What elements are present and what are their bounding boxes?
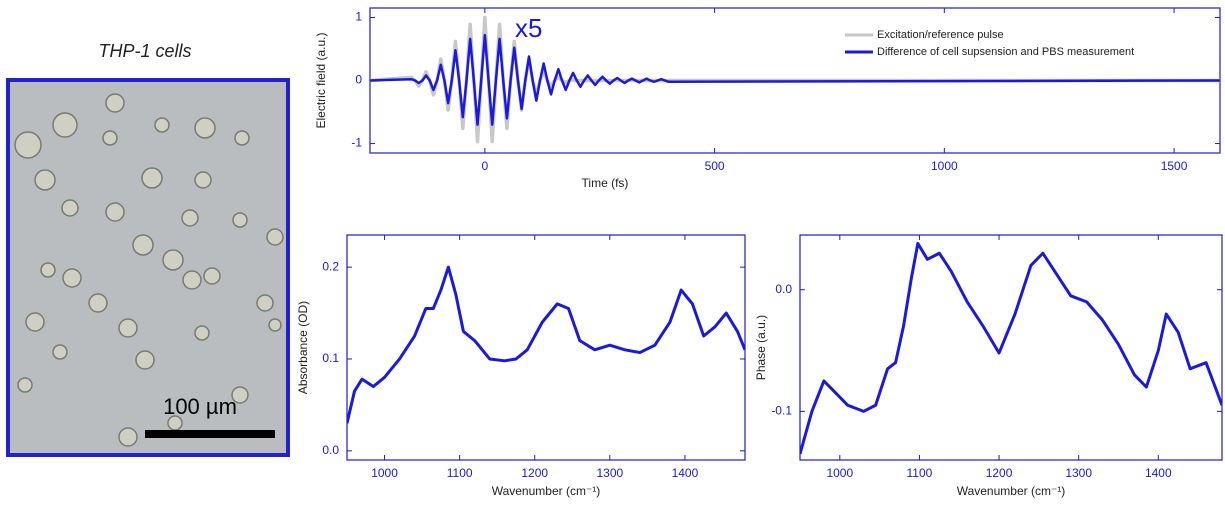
x-tick-label: 1100 xyxy=(907,466,933,480)
y-tick-label: -1 xyxy=(351,136,362,150)
legend-label: Excitation/reference pulse xyxy=(877,29,1004,41)
series-line xyxy=(347,265,745,424)
x-axis-label: Wavenumber (cm⁻¹) xyxy=(492,484,601,498)
x-tick-label: 1100 xyxy=(447,466,473,480)
x-tick-label: 1500 xyxy=(1161,159,1188,173)
x-tick-label: 1200 xyxy=(986,466,1013,480)
x-tick-label: 1300 xyxy=(596,466,623,480)
y-tick-label: 0.1 xyxy=(322,351,339,365)
y-axis-label: Electric field (a.u.) xyxy=(314,32,328,128)
scale-bar-label: 100 µm xyxy=(163,394,237,419)
x-tick-label: 1000 xyxy=(371,466,398,480)
x-tick-label: 1200 xyxy=(521,466,548,480)
y-axis-label: Phase (a.u.) xyxy=(754,315,768,380)
y-tick-label: 0.0 xyxy=(322,443,339,457)
x-axis-label: Wavenumber (cm⁻¹) xyxy=(957,484,1066,498)
plot-frame xyxy=(799,234,1223,461)
y-tick-label: 0 xyxy=(355,73,362,87)
y-tick-label: 0.0 xyxy=(775,282,792,296)
microscope-image xyxy=(6,78,290,457)
x-tick-label: 1000 xyxy=(931,159,958,173)
y-tick-label: 1 xyxy=(355,10,362,24)
series-line xyxy=(370,33,1220,126)
x-tick-label: 1400 xyxy=(672,466,699,480)
y-axis-label: Absorbance (OD) xyxy=(296,301,310,394)
x-tick-label: 500 xyxy=(705,159,725,173)
image-caption: THP-1 cells xyxy=(98,41,191,61)
x-axis-label: Time (fs) xyxy=(582,176,629,190)
annotation: x5 xyxy=(515,13,542,43)
x-tick-label: 1000 xyxy=(826,466,853,480)
y-tick-label: 0.2 xyxy=(322,259,339,273)
y-tick-label: -0.1 xyxy=(771,404,792,418)
legend-label: Difference of cell supsension and PBS me… xyxy=(877,46,1134,58)
x-tick-label: 1300 xyxy=(1065,466,1092,480)
x-tick-label: 0 xyxy=(482,159,489,173)
x-tick-label: 1400 xyxy=(1145,466,1172,480)
series-line xyxy=(800,242,1222,455)
